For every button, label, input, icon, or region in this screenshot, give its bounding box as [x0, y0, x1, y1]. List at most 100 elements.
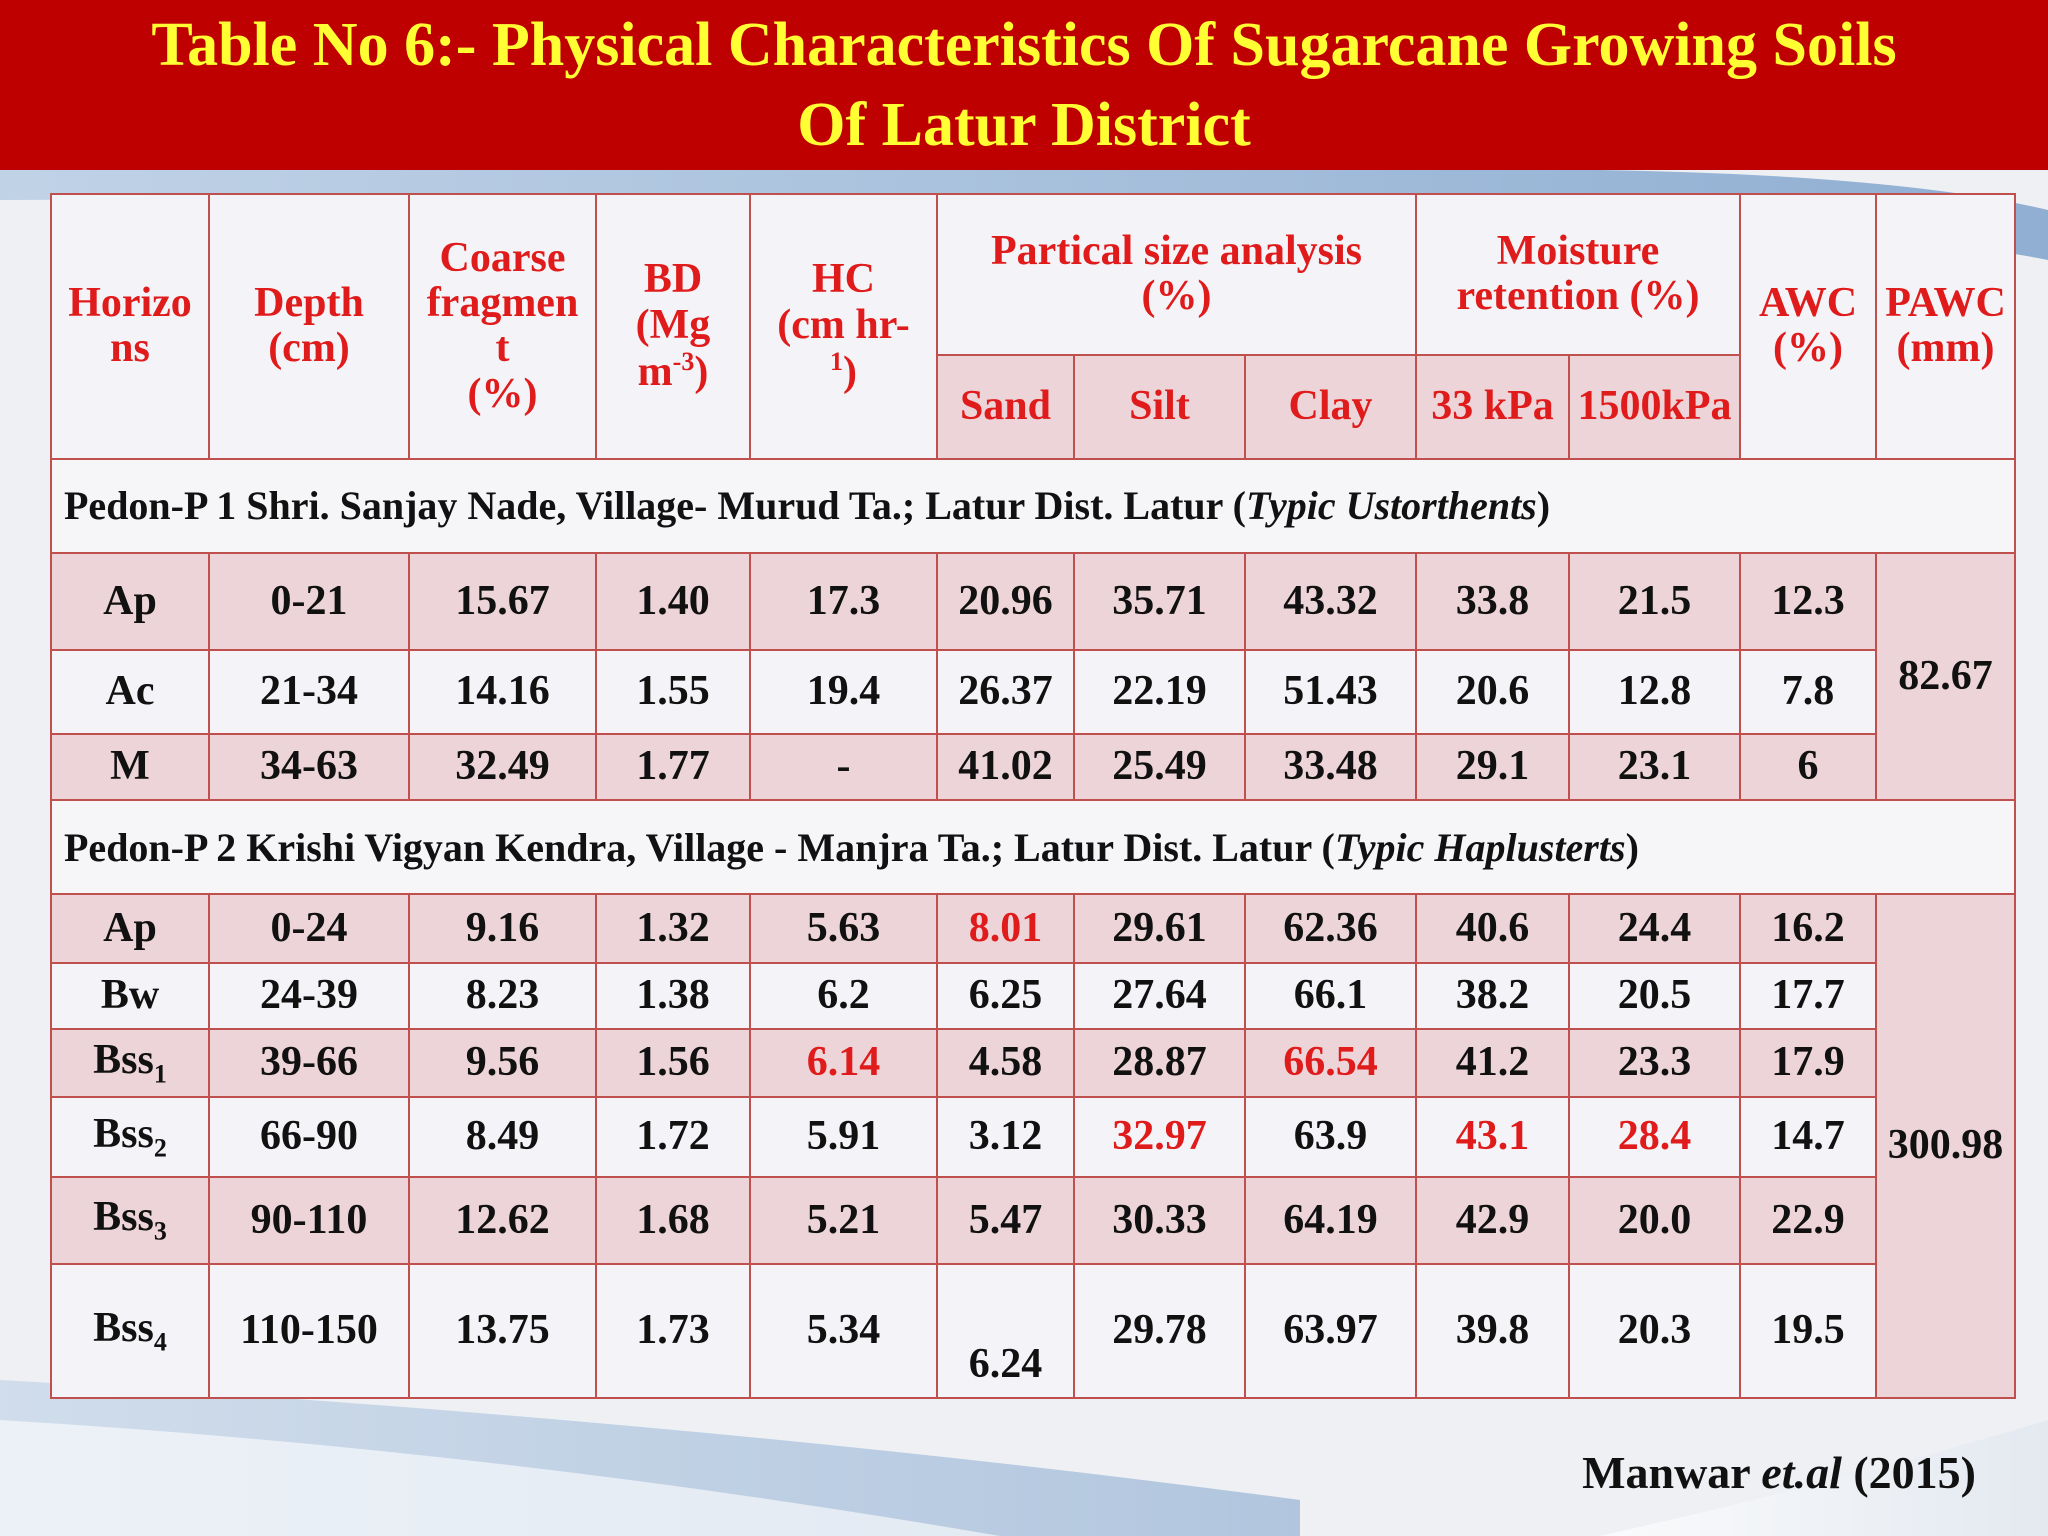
moisture-1500-cell: 28.4	[1568, 1095, 1742, 1179]
horizon-cell: Bw	[50, 961, 210, 1030]
sand-cell: 20.96	[936, 552, 1075, 651]
moisture-1500-cell: 20.5	[1568, 961, 1742, 1030]
bd-cell: 1.72	[595, 1095, 751, 1179]
header-moisture-retention: Moisture retention (%)	[1415, 193, 1742, 356]
pedon-2-label: Pedon-P 2 Krishi Vigyan Kendra, Village …	[49, 798, 2017, 896]
clay-cell: 66.1	[1243, 961, 1418, 1030]
title-bar: Table No 6:- Physical Characteristics Of…	[0, 0, 2048, 170]
title-line-1: Table No 6:- Physical Characteristics Of…	[151, 11, 1897, 79]
hc-cell: 5.63	[749, 893, 938, 964]
coarse-cell: 13.75	[408, 1262, 597, 1399]
table-row: M 34-63 32.49 1.77 - 41.02 25.49 33.48 2…	[50, 732, 2015, 801]
coarse-cell: 32.49	[408, 732, 597, 801]
sand-cell: 3.12	[936, 1095, 1075, 1179]
hc-cell: 17.3	[749, 552, 938, 651]
table-row: Bw 24-39 8.23 1.38 6.2 6.25 27.64 66.1 3…	[50, 961, 2015, 1030]
moisture-1500-cell: 21.5	[1568, 552, 1742, 651]
moisture-1500-cell: 24.4	[1568, 893, 1742, 964]
coarse-cell: 15.67	[408, 552, 597, 651]
bd-cell: 1.38	[595, 961, 751, 1030]
hc-cell: 5.21	[749, 1176, 938, 1265]
silt-cell: 22.19	[1073, 648, 1246, 735]
horizon-cell: Ac	[50, 648, 210, 735]
awc-cell: 19.5	[1739, 1262, 1878, 1399]
header-sand: Sand	[936, 353, 1075, 460]
moisture-33-cell: 39.8	[1415, 1262, 1571, 1399]
header-1500kpa: 1500kPa	[1568, 353, 1742, 460]
bd-cell: 1.68	[595, 1176, 751, 1265]
depth-cell: 0-24	[208, 893, 410, 964]
moisture-33-cell: 33.8	[1415, 552, 1571, 651]
header-silt: Silt	[1073, 353, 1246, 460]
sand-cell: 8.01	[936, 893, 1075, 964]
title-line-2: Of Latur District	[797, 91, 1251, 159]
awc-cell: 22.9	[1739, 1176, 1878, 1265]
sand-cell: 41.02	[936, 732, 1075, 801]
header-particle-size: Partical size analysis (%)	[935, 193, 1418, 356]
table-row: Ap 0-24 9.16 1.32 5.63 8.01 29.61 62.36 …	[50, 893, 2017, 1399]
bd-cell: 1.73	[595, 1262, 751, 1399]
soil-characteristics-table: Horizo ns Depth (cm) Coarse fragmen t (%) BD(…	[49, 193, 2017, 1399]
moisture-33-cell: 40.6	[1415, 893, 1571, 964]
bd-cell: 1.40	[595, 552, 751, 651]
clay-cell: 33.48	[1243, 732, 1418, 801]
depth-cell: 24-39	[208, 961, 410, 1030]
awc-cell: 17.9	[1739, 1027, 1878, 1098]
moisture-33-cell: 42.9	[1415, 1176, 1571, 1265]
moisture-1500-cell: 12.8	[1568, 648, 1742, 735]
coarse-cell: 9.56	[408, 1027, 597, 1098]
clay-cell: 51.43	[1243, 648, 1418, 735]
pedon-1-label: Pedon-P 1 Shri. Sanjay Nade, Village- Mu…	[49, 457, 2017, 555]
horizon-cell: Bss1	[50, 1027, 210, 1098]
pawc-cell: 300.98	[1875, 893, 2017, 1399]
header-depth: Depth (cm)	[208, 193, 410, 460]
moisture-33-cell: 41.2	[1415, 1027, 1571, 1098]
header-pawc: PAWC (mm)	[1875, 193, 2017, 460]
awc-cell: 7.8	[1739, 648, 1878, 735]
citation: Manwar et.al (2015)	[1582, 1447, 1976, 1498]
moisture-33-cell: 43.1	[1415, 1095, 1571, 1179]
sand-cell: 5.47	[936, 1176, 1075, 1265]
silt-cell: 29.78	[1073, 1262, 1246, 1399]
silt-cell: 32.97	[1073, 1095, 1246, 1179]
horizon-cell: Bss2	[50, 1095, 210, 1179]
awc-cell: 17.7	[1739, 961, 1878, 1030]
table-row: Bss3 90-110 12.62 1.68 5.21 5.47 30.33 6…	[50, 1176, 2015, 1265]
depth-cell: 110-150	[208, 1262, 410, 1399]
horizon-cell: Bss4	[50, 1262, 210, 1399]
silt-cell: 35.71	[1073, 552, 1246, 651]
moisture-33-cell: 20.6	[1415, 648, 1571, 735]
header-horizons: Horizo ns	[50, 193, 210, 460]
table-row: Bss2 66-90 8.49 1.72 5.91 3.12 32.97 63.…	[50, 1095, 2015, 1179]
header-clay: Clay	[1243, 353, 1418, 460]
bd-cell: 1.77	[595, 732, 751, 801]
coarse-cell: 8.49	[408, 1095, 597, 1179]
pedon-2-row: Pedon-P 2 Krishi Vigyan Kendra, Village …	[49, 798, 2017, 896]
clay-cell: 66.54	[1243, 1027, 1418, 1098]
silt-cell: 30.33	[1073, 1176, 1246, 1265]
horizon-cell: Ap	[50, 893, 210, 964]
clay-cell: 63.97	[1243, 1262, 1418, 1399]
header-awc: AWC (%)	[1739, 193, 1878, 460]
awc-cell: 12.3	[1739, 552, 1878, 651]
silt-cell: 28.87	[1073, 1027, 1246, 1098]
awc-cell: 16.2	[1739, 893, 1878, 964]
depth-cell: 21-34	[208, 648, 410, 735]
horizon-cell: M	[50, 732, 210, 801]
depth-cell: 39-66	[208, 1027, 410, 1098]
bd-cell: 1.56	[595, 1027, 751, 1098]
moisture-33-cell: 38.2	[1415, 961, 1571, 1030]
header-hc: HC (cm hr- 1)	[749, 193, 938, 460]
clay-cell: 64.19	[1243, 1176, 1418, 1265]
table-row: Ac 21-34 14.16 1.55 19.4 26.37 22.19 51.…	[50, 648, 2015, 735]
depth-cell: 0-21	[208, 552, 410, 651]
header-coarse-fragment: Coarse fragmen t (%)	[408, 193, 597, 460]
hc-cell: 19.4	[749, 648, 938, 735]
pawc-cell: 82.67	[1875, 552, 2017, 801]
sand-cell: 6.25	[936, 961, 1075, 1030]
bd-cell: 1.32	[595, 893, 751, 964]
bd-cell: 1.55	[595, 648, 751, 735]
coarse-cell: 14.16	[408, 648, 597, 735]
sand-cell: 4.58	[936, 1027, 1075, 1098]
moisture-1500-cell: 20.3	[1568, 1262, 1742, 1399]
